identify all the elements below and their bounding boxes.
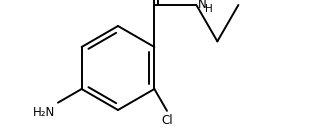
Text: N: N	[198, 0, 207, 11]
Text: OH: OH	[240, 0, 258, 3]
Text: H₂N: H₂N	[33, 106, 55, 119]
Text: Cl: Cl	[161, 114, 173, 127]
Text: H: H	[205, 4, 213, 14]
